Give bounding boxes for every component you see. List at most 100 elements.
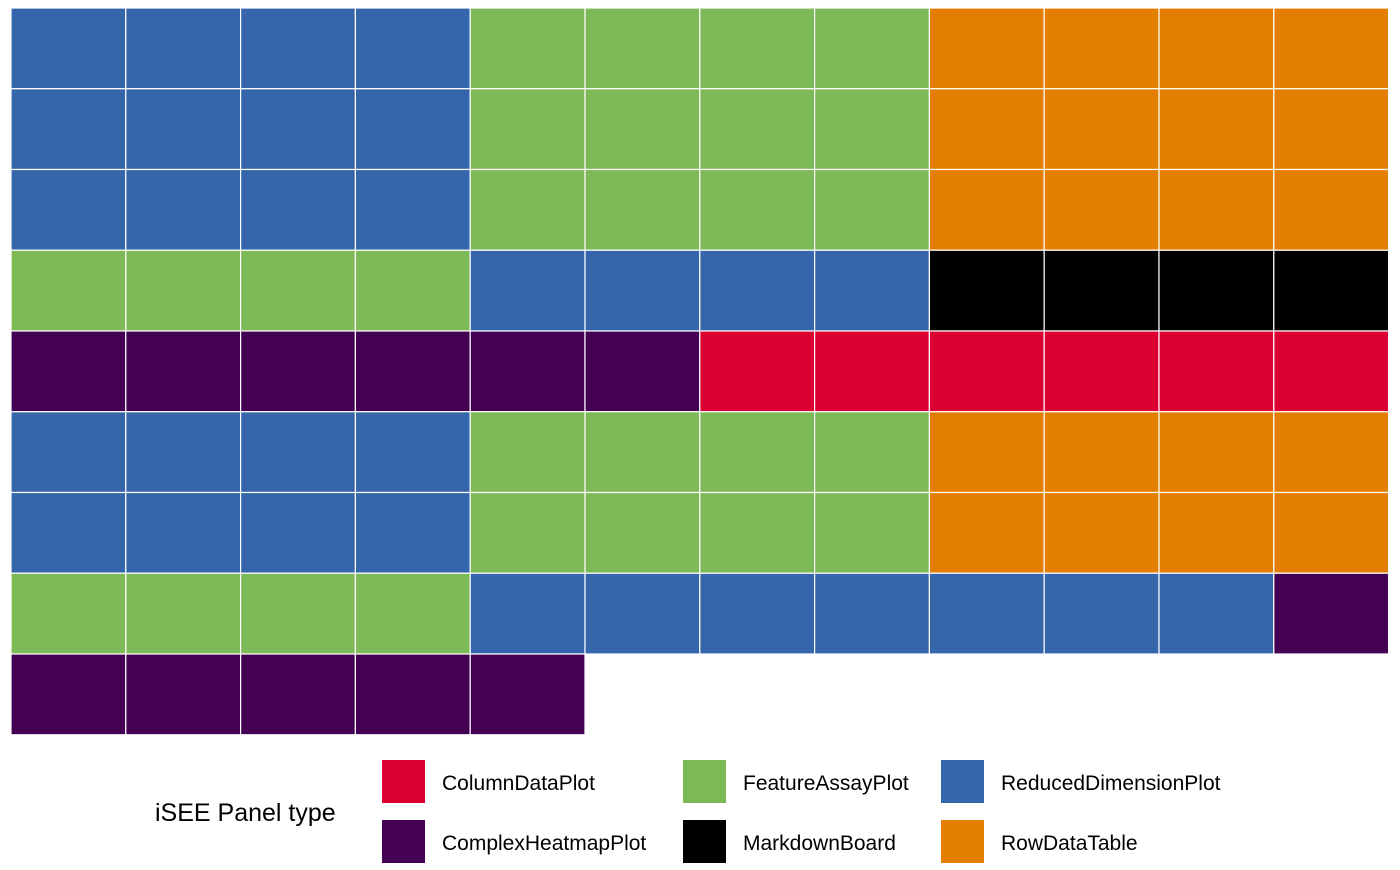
waffle-cell: [240, 411, 357, 494]
waffle-cell: [584, 330, 701, 413]
waffle-cell: [699, 411, 816, 494]
waffle-cell: [125, 572, 242, 655]
waffle-cell: [469, 330, 586, 413]
waffle-cell: [699, 249, 816, 332]
waffle-cell: [1273, 249, 1390, 332]
waffle-cell: [813, 411, 930, 494]
waffle-cell: [1273, 411, 1390, 494]
waffle-cell: [354, 330, 471, 413]
legend-label: FeatureAssayPlot: [743, 772, 909, 795]
waffle-cell: [928, 411, 1045, 494]
waffle-cell: [10, 411, 127, 494]
waffle-cell: [240, 653, 357, 736]
legend-label: MarkdownBoard: [743, 832, 896, 855]
waffle-cell: [125, 7, 242, 90]
waffle-cell: [240, 249, 357, 332]
waffle-cell: [1158, 168, 1275, 251]
waffle-cell: [699, 330, 816, 413]
waffle-cell: [1043, 491, 1160, 574]
waffle-cell: [584, 7, 701, 90]
waffle-cell: [928, 7, 1045, 90]
waffle-cell: [125, 653, 242, 736]
waffle-cell: [469, 653, 586, 736]
legend-swatch: [941, 760, 984, 803]
waffle-cell: [813, 330, 930, 413]
waffle-cell: [1158, 249, 1275, 332]
waffle-cell: [928, 88, 1045, 171]
waffle-cell: [10, 88, 127, 171]
waffle-cell: [354, 168, 471, 251]
waffle-cell: [1158, 411, 1275, 494]
legend-entry: MarkdownBoard: [683, 820, 896, 863]
waffle-cell: [354, 491, 471, 574]
waffle-cell: [1043, 168, 1160, 251]
waffle-cell: [928, 168, 1045, 251]
waffle-cell: [469, 411, 586, 494]
waffle-cell: [1158, 491, 1275, 574]
waffle-cell: [469, 249, 586, 332]
waffle-cell: [584, 168, 701, 251]
waffle-cell: [10, 168, 127, 251]
waffle-cell: [354, 572, 471, 655]
legend: iSEE Panel type ColumnDataPlot ComplexHea…: [155, 760, 1221, 863]
waffle-cell: [240, 572, 357, 655]
waffle-cell: [584, 491, 701, 574]
legend-swatch: [683, 820, 726, 863]
waffle-cell: [1158, 7, 1275, 90]
waffle-cell: [240, 491, 357, 574]
waffle-cell: [928, 330, 1045, 413]
waffle-cell: [125, 491, 242, 574]
waffle-cell: [10, 249, 127, 332]
waffle-cell: [699, 491, 816, 574]
waffle-cell: [813, 88, 930, 171]
waffle-cell: [1273, 7, 1390, 90]
waffle-cell: [125, 330, 242, 413]
legend-entry: RowDataTable: [941, 820, 1138, 863]
waffle-cell: [469, 168, 586, 251]
waffle-cell: [10, 491, 127, 574]
waffle-cell: [354, 7, 471, 90]
waffle-cell: [125, 249, 242, 332]
waffle-cell: [1043, 88, 1160, 171]
waffle-cell: [469, 491, 586, 574]
waffle-cell: [354, 249, 471, 332]
waffle-cell: [469, 7, 586, 90]
waffle-cell: [1158, 88, 1275, 171]
waffle-cell: [125, 168, 242, 251]
legend-entry: ReducedDimensionPlot: [941, 760, 1221, 803]
waffle-cell: [1273, 330, 1390, 413]
waffle-cell: [1273, 168, 1390, 251]
legend-label: ReducedDimensionPlot: [1001, 772, 1221, 795]
waffle-cell: [1158, 572, 1275, 655]
waffle-cell: [813, 7, 930, 90]
waffle-cell: [584, 249, 701, 332]
waffle-cell: [10, 572, 127, 655]
waffle-cell: [240, 7, 357, 90]
legend-label: RowDataTable: [1001, 832, 1138, 855]
legend-swatch: [683, 760, 726, 803]
waffle-cell: [813, 572, 930, 655]
waffle-cell: [584, 572, 701, 655]
waffle-cell: [125, 411, 242, 494]
waffle-cell: [584, 88, 701, 171]
waffle-cell: [699, 572, 816, 655]
waffle-cells: [10, 7, 1390, 736]
legend-swatch: [941, 820, 984, 863]
waffle-cell: [928, 572, 1045, 655]
waffle-cell: [240, 330, 357, 413]
legend-label: ComplexHeatmapPlot: [442, 832, 646, 855]
waffle-cell: [354, 411, 471, 494]
waffle-cell: [1043, 411, 1160, 494]
waffle-cell: [469, 572, 586, 655]
legend-entry: ComplexHeatmapPlot: [382, 820, 646, 863]
waffle-cell: [10, 7, 127, 90]
waffle-cell: [699, 7, 816, 90]
waffle-cell: [1043, 330, 1160, 413]
waffle-cell: [1273, 491, 1390, 574]
waffle-cell: [10, 330, 127, 413]
waffle-cell: [813, 168, 930, 251]
waffle-cell: [354, 88, 471, 171]
waffle-cell: [699, 168, 816, 251]
